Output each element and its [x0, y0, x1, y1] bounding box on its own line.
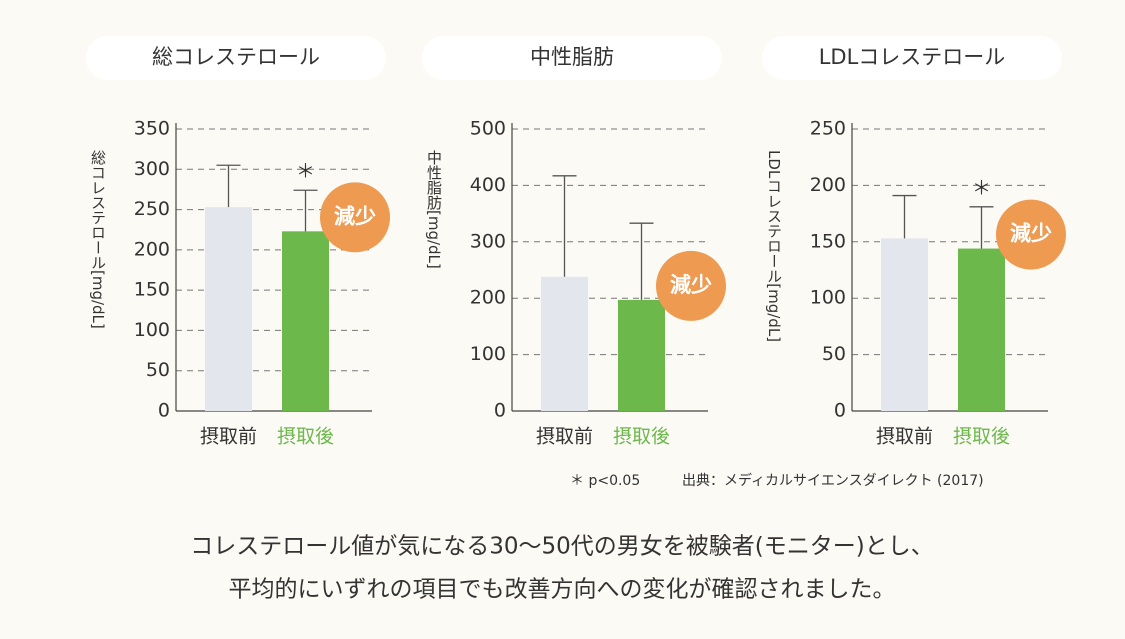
badge-text: 減少	[1010, 222, 1052, 246]
caption-line: 平均的にいずれの項目でも改善方向への変化が確認されました。	[229, 577, 896, 603]
error-bar	[892, 194, 917, 239]
x-tick-label: 摂取後	[613, 426, 670, 448]
y-tick-label: 200	[810, 174, 846, 196]
y-tick-label: 0	[494, 400, 506, 422]
y-tick-label: 0	[834, 400, 846, 422]
x-tick-label: 摂取前	[200, 426, 257, 448]
chart-title: 総コレステロール	[152, 45, 320, 69]
x-tick-label: 摂取後	[277, 426, 334, 448]
bar	[205, 207, 252, 411]
title-pill	[86, 36, 386, 80]
significance: ＊	[972, 177, 991, 199]
bar	[618, 299, 665, 411]
y-tick-label: 250	[810, 118, 846, 140]
x-tick-label: 摂取後	[953, 426, 1010, 448]
y-tick-label: 150	[810, 230, 846, 252]
y-tick-label: 150	[134, 279, 170, 301]
x-tick-label: 摂取前	[536, 426, 593, 448]
error-bar	[969, 206, 994, 249]
significance: ＊	[296, 161, 315, 183]
y-tick-label: 50	[822, 343, 846, 365]
y-tick-label: 300	[470, 230, 506, 252]
y-tick-label: 50	[146, 359, 170, 381]
source: 出典：メディカルサイエンスダイレクト (2017)	[682, 472, 984, 489]
error-bar	[552, 175, 577, 277]
badge-text: 減少	[670, 273, 712, 297]
y-tick-label: 0	[158, 400, 170, 422]
bar	[282, 231, 329, 411]
title-pill	[422, 36, 722, 80]
title-pill	[762, 36, 1062, 80]
bar	[541, 276, 588, 411]
badge-circle	[320, 182, 390, 253]
y-tick-label: 400	[470, 174, 506, 196]
caption-line: コレステロール値が気になる30〜50代の男女を被験者(モニター)とし、	[190, 534, 933, 560]
y-tick-label: 200	[470, 287, 506, 309]
error-bar	[629, 222, 654, 300]
x-tick-label: 摂取前	[876, 426, 933, 448]
y-axis-label: LDLコレステロール[mg/dL]	[765, 150, 783, 342]
bar	[881, 238, 928, 411]
y-tick-label: 200	[134, 238, 170, 260]
badge-text: 減少	[334, 204, 376, 228]
y-axis-label: 総コレステロール[mg/dL]	[89, 150, 107, 329]
chart-title: 中性脂肪	[530, 45, 614, 69]
y-tick-label: 100	[810, 287, 846, 309]
y-tick-label: 100	[134, 319, 170, 341]
badge-circle	[996, 199, 1066, 270]
y-tick-label: 100	[470, 343, 506, 365]
bar	[958, 248, 1005, 411]
chart-title: LDLコレステロール	[819, 45, 1006, 69]
error-bar	[216, 164, 241, 208]
y-tick-label: 350	[134, 118, 170, 140]
y-axis-label: 中性脂肪[mg/dL]	[425, 150, 443, 269]
y-tick-label: 250	[134, 198, 170, 220]
y-tick-label: 300	[134, 158, 170, 180]
badge-circle	[656, 250, 726, 321]
y-tick-label: 500	[470, 118, 506, 140]
error-bar	[293, 189, 318, 232]
footnote: ＊ p<0.05	[570, 473, 640, 489]
